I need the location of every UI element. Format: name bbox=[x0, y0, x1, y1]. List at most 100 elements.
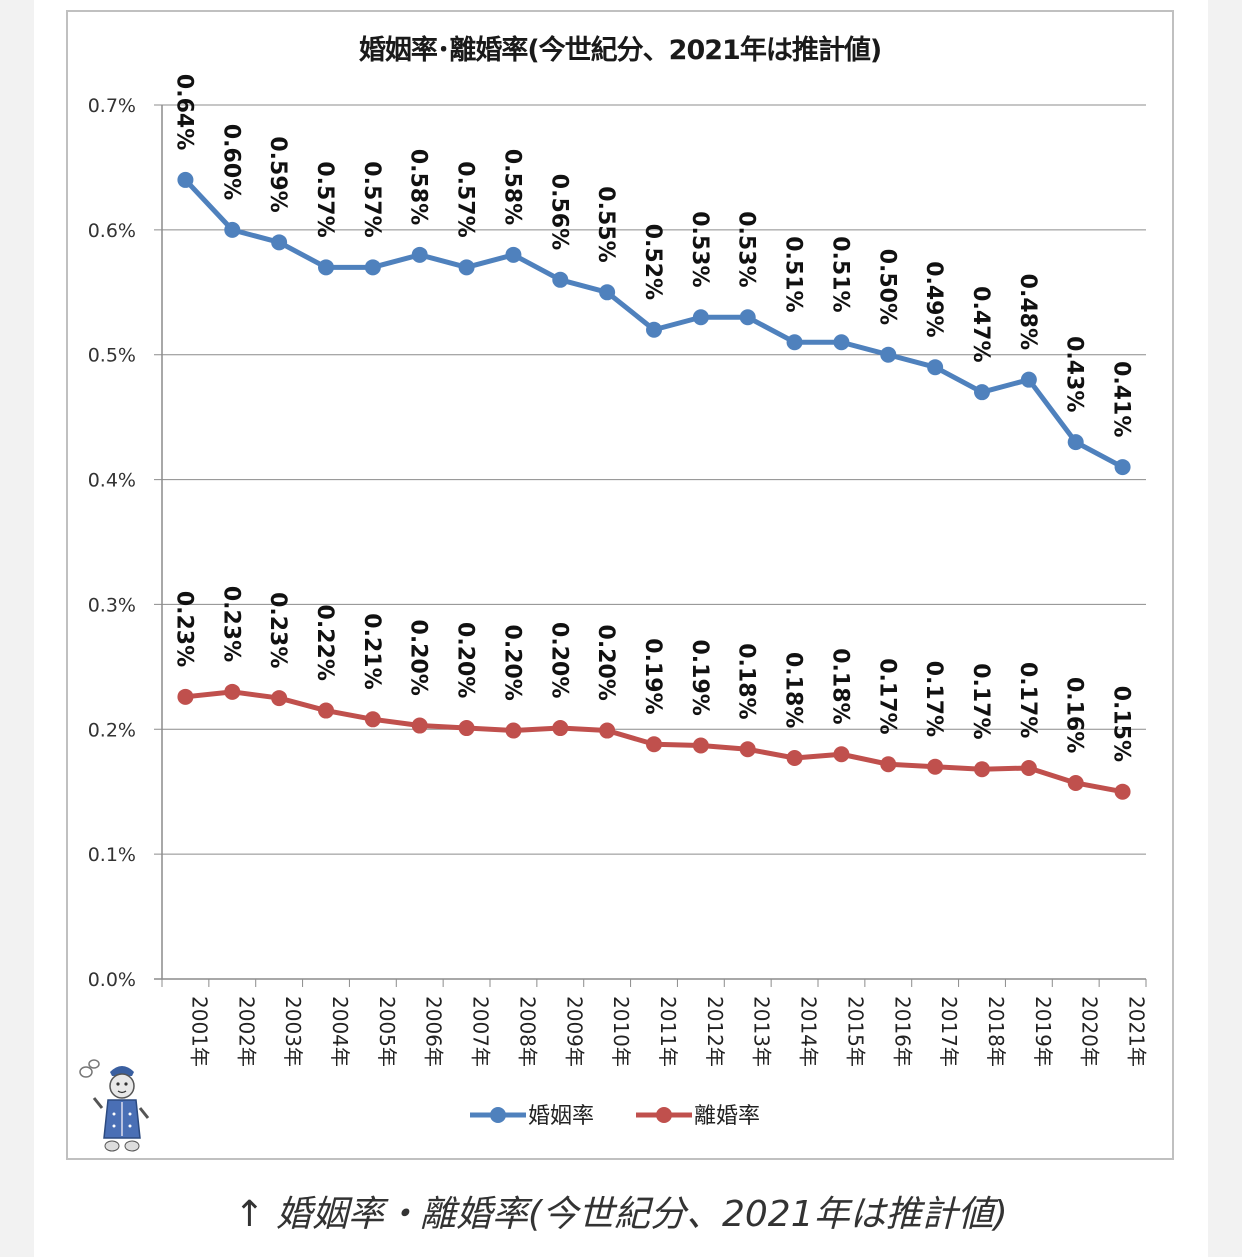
data-label: 0.18% bbox=[827, 648, 852, 724]
series-group: 0.64% 0.60% 0.59% 0.57% 0.57% 0.58% 0.57% 0.58%… bbox=[171, 74, 1134, 800]
data-label: 0.43% bbox=[1062, 336, 1087, 412]
data-point bbox=[786, 334, 803, 351]
data-point bbox=[833, 746, 850, 763]
x-tick-label: 2011年 bbox=[656, 996, 680, 1067]
data-point bbox=[927, 758, 944, 775]
x-tick-label: 2017年 bbox=[937, 996, 961, 1067]
data-point bbox=[1114, 783, 1131, 800]
x-tick-label: 2018年 bbox=[984, 996, 1008, 1067]
mascot-icon bbox=[79, 1059, 150, 1152]
y-tick-label: 0.2% bbox=[88, 719, 136, 741]
data-point bbox=[552, 720, 569, 737]
data-label: 0.17% bbox=[921, 661, 946, 737]
data-label: 0.18% bbox=[734, 643, 759, 719]
figure-caption: ↑ 婚姻率・離婚率(今世紀分、2021年は推計値) bbox=[34, 1185, 1208, 1237]
data-point bbox=[271, 690, 288, 707]
data-label: 0.20% bbox=[546, 622, 571, 698]
data-point bbox=[364, 711, 381, 728]
data-point bbox=[692, 737, 709, 754]
legend-marker bbox=[490, 1107, 506, 1123]
y-tick-label: 0.5% bbox=[88, 345, 136, 367]
data-point bbox=[224, 221, 241, 238]
data-label: 0.53% bbox=[687, 211, 712, 287]
data-label: 0.58% bbox=[499, 149, 524, 225]
data-label: 0.64% bbox=[171, 74, 196, 150]
data-point bbox=[364, 259, 381, 276]
data-label: 0.55% bbox=[593, 186, 618, 262]
data-point bbox=[692, 309, 709, 326]
x-tick-label: 2010年 bbox=[609, 996, 633, 1067]
data-label: 0.58% bbox=[406, 149, 431, 225]
data-point bbox=[224, 683, 241, 700]
chart-frame bbox=[66, 10, 1174, 1160]
data-point bbox=[739, 741, 756, 758]
x-tick-label: 2012年 bbox=[703, 996, 727, 1067]
data-point bbox=[505, 722, 522, 739]
data-label: 0.20% bbox=[453, 622, 478, 698]
x-tick-label: 2007年 bbox=[469, 996, 493, 1067]
grid-lines bbox=[154, 104, 1147, 987]
x-tick-label: 2013年 bbox=[750, 996, 774, 1067]
data-label: 0.23% bbox=[218, 586, 243, 662]
x-tick-label: 2015年 bbox=[843, 996, 867, 1067]
y-tick-label: 0.3% bbox=[88, 594, 136, 616]
caption-text: 婚姻率・離婚率(今世紀分、2021年は推計値) bbox=[275, 1194, 1008, 1235]
x-tick-label: 2020年 bbox=[1078, 996, 1102, 1067]
x-tick-label: 2021年 bbox=[1125, 996, 1149, 1067]
data-label: 0.17% bbox=[874, 658, 899, 734]
x-axis-ticks: 2001年 2002年 2003年 2004年 2005年 2006年 2007年 2008年… bbox=[187, 996, 1148, 1067]
data-point bbox=[974, 384, 990, 401]
data-point bbox=[1067, 774, 1084, 791]
y-tick-label: 0.6% bbox=[88, 220, 136, 242]
data-label: 0.50% bbox=[874, 249, 899, 325]
data-point bbox=[1020, 759, 1037, 776]
data-point bbox=[927, 359, 944, 376]
data-label: 0.57% bbox=[453, 161, 478, 237]
data-point bbox=[599, 722, 616, 739]
data-label: 0.23% bbox=[171, 591, 196, 667]
data-point bbox=[1114, 459, 1131, 476]
data-point bbox=[1020, 371, 1037, 388]
data-label: 0.56% bbox=[546, 174, 571, 250]
data-point bbox=[880, 346, 897, 363]
data-label: 0.22% bbox=[312, 605, 337, 681]
data-point bbox=[1067, 434, 1084, 451]
data-label: 0.20% bbox=[593, 625, 618, 701]
data-label: 0.59% bbox=[265, 136, 290, 212]
x-tick-label: 2004年 bbox=[328, 996, 352, 1067]
legend-label: 離婚率 bbox=[694, 1104, 760, 1129]
data-point bbox=[552, 271, 569, 288]
data-label: 0.49% bbox=[921, 261, 946, 337]
x-tick-label: 2008年 bbox=[515, 996, 539, 1067]
y-axis-ticks: 0.0% 0.1% 0.2% 0.3% 0.4% 0.5% 0.6% 0.7% bbox=[88, 95, 136, 991]
data-label: 0.17% bbox=[968, 663, 993, 739]
data-label: 0.60% bbox=[218, 124, 243, 200]
data-point bbox=[177, 171, 194, 188]
x-tick-label: 2005年 bbox=[375, 996, 399, 1067]
data-point bbox=[974, 761, 990, 778]
data-label: 0.53% bbox=[734, 211, 759, 287]
data-label: 0.52% bbox=[640, 224, 665, 300]
data-label: 0.19% bbox=[640, 638, 665, 714]
data-label: 0.47% bbox=[968, 286, 993, 362]
data-point bbox=[646, 736, 662, 753]
data-point bbox=[505, 246, 522, 263]
data-label: 0.15% bbox=[1109, 686, 1134, 762]
data-point bbox=[646, 321, 662, 338]
legend-label: 婚姻率 bbox=[528, 1104, 594, 1129]
data-point bbox=[739, 309, 756, 326]
data-label: 0.51% bbox=[827, 236, 852, 312]
legend-marker bbox=[656, 1107, 672, 1123]
x-tick-label: 2006年 bbox=[422, 996, 446, 1067]
y-tick-label: 0.1% bbox=[88, 844, 136, 866]
data-point bbox=[411, 246, 428, 263]
data-point bbox=[318, 259, 334, 276]
data-point bbox=[786, 750, 803, 767]
data-point bbox=[458, 720, 475, 737]
x-tick-label: 2002年 bbox=[234, 996, 258, 1067]
data-point bbox=[599, 284, 616, 301]
x-tick-label: 2001年 bbox=[187, 996, 211, 1067]
data-point bbox=[177, 688, 194, 705]
y-tick-label: 0.7% bbox=[88, 95, 136, 117]
